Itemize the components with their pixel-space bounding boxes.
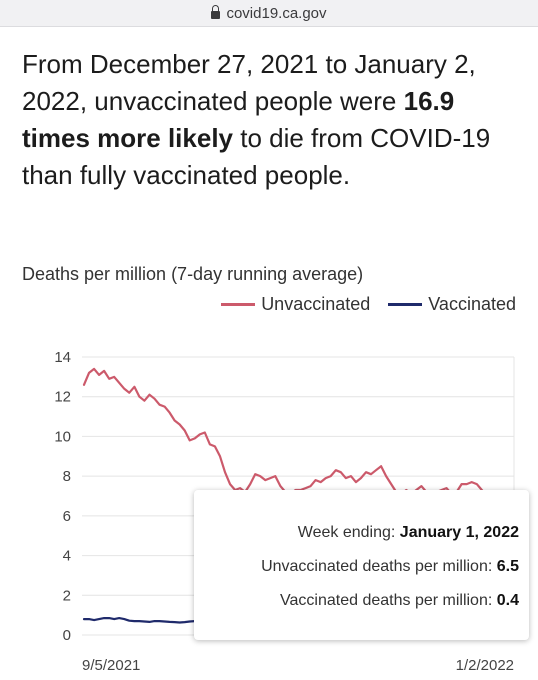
- chart-tooltip: Week ending: January 1, 2022 Unvaccinate…: [194, 490, 529, 640]
- x-tick-label-end: 1/2/2022: [456, 657, 514, 674]
- tooltip-week-label: Week ending:: [297, 524, 400, 541]
- x-tick-label-start: 9/5/2021: [82, 657, 140, 674]
- y-tick-label-8: 8: [63, 468, 71, 485]
- y-tick-label-14: 14: [54, 349, 71, 366]
- y-tick-label-6: 6: [63, 508, 71, 525]
- tooltip-unvaccinated: Unvaccinated deaths per million: 6.5: [261, 558, 519, 576]
- chart-title: Deaths per million (7-day running averag…: [22, 264, 364, 284]
- y-tick-label-12: 12: [54, 389, 71, 406]
- legend-label-unvaccinated: Unvaccinated: [261, 294, 371, 314]
- legend-item-vaccinated[interactable]: Vaccinated: [388, 294, 516, 315]
- lock-icon: [211, 5, 221, 19]
- legend-swatch-unvaccinated: [221, 303, 256, 306]
- tooltip-vax-label: Vaccinated deaths per million:: [280, 592, 497, 609]
- headline-bold: 16.9 times more likely: [22, 86, 455, 153]
- tooltip-vax-value: 0.4: [496, 592, 519, 609]
- tooltip-unvax-label: Unvaccinated deaths per million:: [261, 558, 497, 575]
- legend-label-vaccinated: Vaccinated: [428, 294, 516, 314]
- headline: From December 27, 2021 to January 2, 202…: [22, 46, 522, 194]
- legend-swatch-vaccinated: [388, 303, 423, 306]
- legend-item-unvaccinated[interactable]: Unvaccinated: [221, 294, 370, 315]
- series-line-unvaccinated: [82, 367, 514, 507]
- url-text: covid19.ca.gov: [226, 4, 327, 22]
- headline-part1: From December 27, 2021 to January 2, 202…: [22, 49, 476, 116]
- tooltip-week-value: January 1, 2022: [399, 524, 519, 541]
- y-tick-label-4: 4: [63, 548, 71, 565]
- tooltip-week: Week ending: January 1, 2022: [298, 524, 519, 542]
- tooltip-unvax-value: 6.5: [496, 558, 519, 575]
- browser-url-bar[interactable]: covid19.ca.gov: [0, 0, 538, 27]
- tooltip-vaccinated: Vaccinated deaths per million: 0.4: [280, 592, 519, 610]
- y-tick-label-2: 2: [63, 587, 71, 604]
- y-tick-label-10: 10: [54, 428, 71, 445]
- y-tick-label-0: 0: [63, 627, 71, 644]
- headline-part2: to die from COVID-19 than fully vaccinat…: [22, 123, 491, 190]
- chart-legend: Unvaccinated Vaccinated: [203, 294, 516, 315]
